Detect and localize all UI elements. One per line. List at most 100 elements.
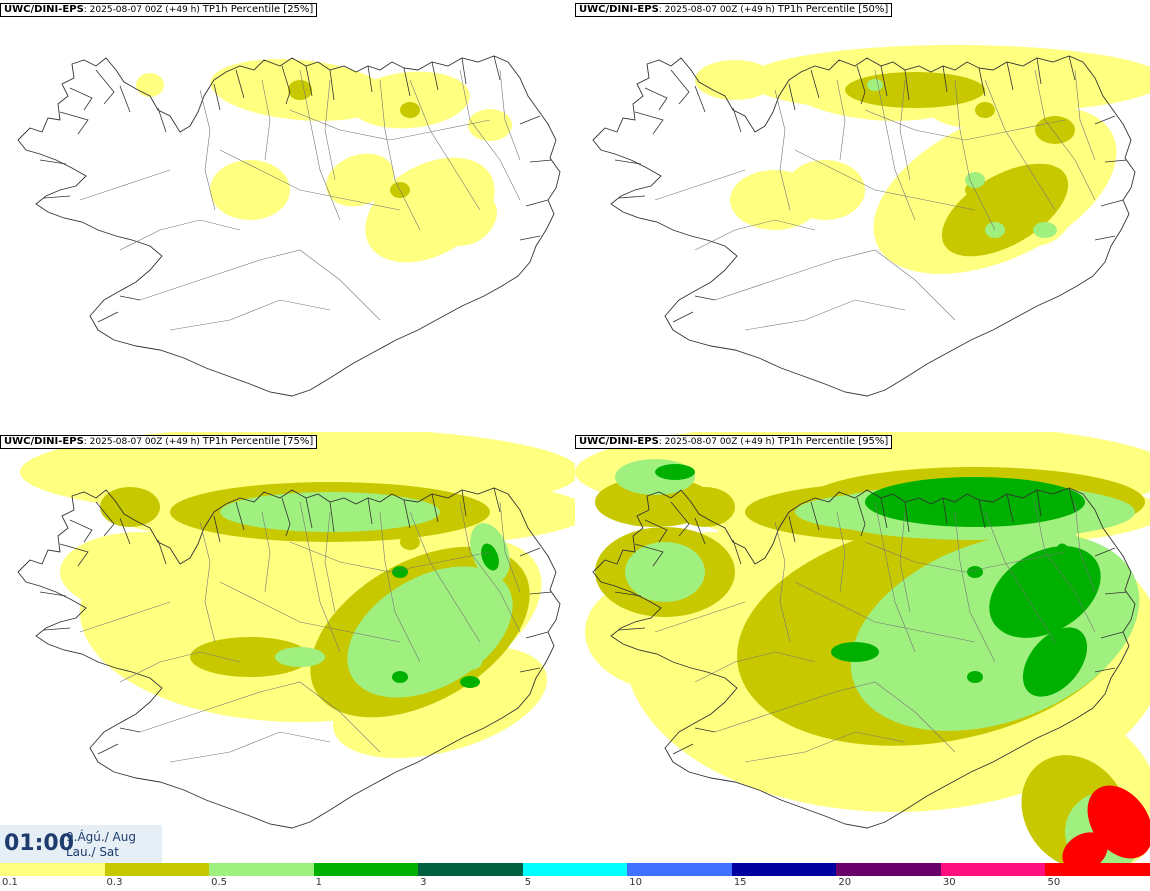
- precip-area: [443, 194, 497, 246]
- road-line: [984, 79, 1056, 211]
- fjord-line: [644, 519, 668, 543]
- legend-swatch: [0, 863, 105, 876]
- map-panel-p95: UWC/DINI-EPS: 2025-08-07 00Z (+49 h) TP1…: [575, 432, 1150, 863]
- fjord-line: [672, 311, 694, 323]
- fjord-line: [529, 591, 553, 595]
- fjord-line: [59, 543, 89, 567]
- fjord-line: [1068, 487, 1076, 513]
- legend-swatch: [731, 863, 837, 876]
- road-line: [324, 511, 336, 613]
- fjord-line: [694, 727, 716, 733]
- precip-area: [845, 72, 985, 108]
- fjord-line: [694, 85, 706, 113]
- legend-swatch: [209, 863, 314, 876]
- legend-label: 0.1: [2, 877, 18, 888]
- road-line: [1074, 69, 1096, 161]
- fjord-line: [97, 743, 119, 755]
- fjord-line: [119, 517, 131, 545]
- legend-swatch: [418, 863, 523, 876]
- fjord-line: [1094, 115, 1116, 125]
- fjord-line: [1068, 55, 1076, 81]
- legend-swatch: [104, 863, 210, 876]
- precip-area: [392, 671, 408, 683]
- fjord-line: [810, 69, 820, 99]
- fjord-line: [694, 517, 706, 545]
- coastline: [17, 55, 561, 397]
- road-line: [899, 511, 911, 613]
- road-line: [654, 601, 746, 633]
- fjord-line: [95, 69, 115, 105]
- fjord-line: [493, 487, 501, 513]
- precip-area: [190, 637, 310, 677]
- fjord-line: [1094, 667, 1116, 673]
- fjord-line: [614, 159, 642, 165]
- fjord-line: [634, 543, 664, 567]
- map-p25: [17, 55, 561, 397]
- legend-swatch: [1045, 863, 1150, 876]
- legend-swatch: [522, 863, 628, 876]
- panel-title: UWC/DINI-EPS: 2025-08-07 00Z (+49 h) TP1…: [575, 435, 893, 449]
- precip-area: [210, 160, 290, 220]
- road-line: [499, 69, 521, 161]
- road-line: [299, 501, 341, 653]
- precip-area: [967, 566, 983, 578]
- precip-area: [1022, 627, 1088, 697]
- map-panel-p50: UWC/DINI-EPS: 2025-08-07 00Z (+49 h) TP1…: [575, 0, 1150, 431]
- legend-label: 30: [942, 877, 956, 888]
- road-line: [1034, 501, 1096, 633]
- road-line: [119, 651, 241, 683]
- road-line: [169, 299, 331, 331]
- legend-label: 3: [420, 877, 427, 888]
- precip-area: [941, 163, 1069, 257]
- map-p75: [17, 432, 575, 829]
- precip-area: [625, 542, 705, 602]
- precip-area: [595, 477, 715, 527]
- road-line: [324, 79, 336, 181]
- color-legend: [0, 863, 1150, 876]
- fjord-line: [1036, 489, 1042, 517]
- fjord-line: [672, 743, 694, 755]
- fjord-line: [39, 591, 67, 597]
- map-panel-p25: UWC/DINI-EPS: 2025-08-07 00Z (+49 h) TP1…: [0, 0, 575, 431]
- road-line: [139, 681, 381, 753]
- map-p50: [592, 45, 1150, 397]
- fjord-line: [880, 65, 888, 97]
- road-line: [459, 501, 521, 633]
- fjord-line: [788, 515, 796, 543]
- fjord-line: [39, 159, 67, 165]
- road-line: [694, 219, 816, 251]
- fjord-line: [634, 111, 664, 135]
- road-line: [219, 149, 401, 211]
- road-line: [119, 219, 241, 251]
- fjord-line: [305, 497, 313, 529]
- valid-time: 01:00: [4, 831, 75, 856]
- fjord-line: [43, 627, 71, 631]
- road-line: [219, 581, 401, 643]
- fjord-line: [493, 55, 501, 81]
- fjord-line: [519, 667, 541, 673]
- road-line: [299, 69, 341, 221]
- road-line: [654, 169, 746, 201]
- legend-swatch: [940, 863, 1046, 876]
- fjord-line: [856, 65, 866, 105]
- fjord-line: [157, 107, 167, 133]
- road-line: [289, 541, 491, 573]
- fjord-line: [904, 501, 910, 533]
- legend-label: 15: [733, 877, 747, 888]
- fjord-line: [788, 83, 796, 111]
- road-line: [836, 511, 846, 593]
- fjord-line: [1036, 57, 1042, 85]
- legend-label: 0.5: [211, 877, 227, 888]
- road-line: [744, 299, 906, 331]
- road-line: [714, 681, 956, 753]
- fjord-line: [1104, 591, 1128, 595]
- fjord-line: [618, 627, 646, 631]
- fjord-line: [529, 159, 553, 163]
- map-panel-p75: UWC/DINI-EPS: 2025-08-07 00Z (+49 h) TP1…: [0, 432, 575, 863]
- fjord-line: [119, 295, 141, 301]
- precip-area: [865, 477, 1085, 527]
- fjord-line: [97, 311, 119, 323]
- fjord-line: [235, 501, 245, 531]
- fjord-line: [367, 65, 373, 93]
- precip-area: [831, 642, 879, 662]
